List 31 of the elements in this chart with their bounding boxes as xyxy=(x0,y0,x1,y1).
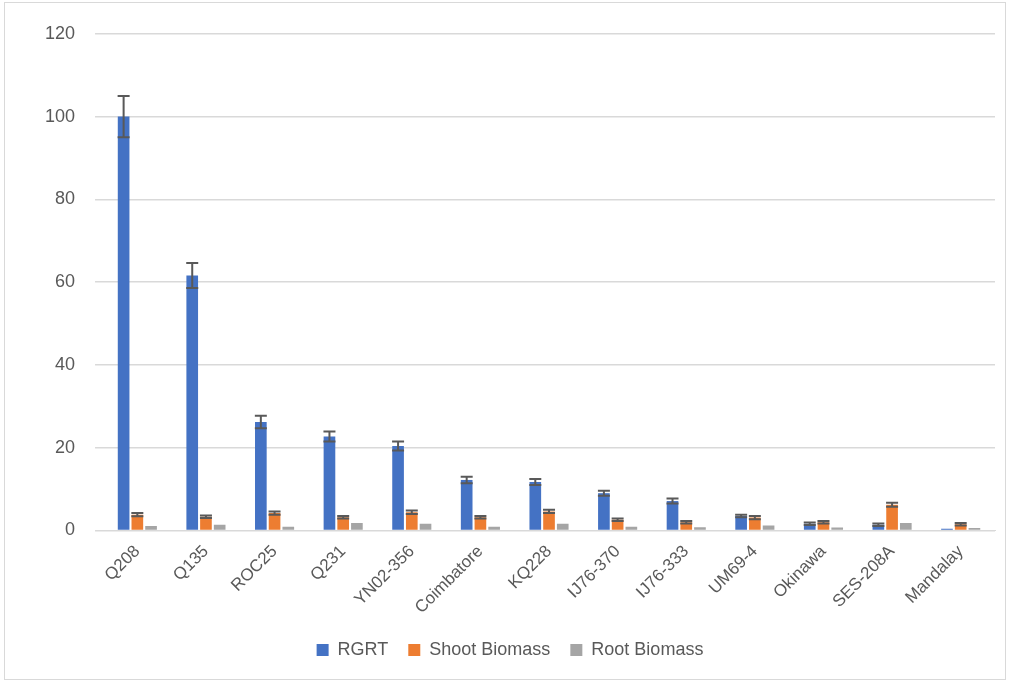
bar xyxy=(145,525,157,530)
bar xyxy=(625,526,638,530)
legend-label: Root Biomass xyxy=(591,638,704,659)
y-tick-label: 80 xyxy=(55,188,76,209)
bar xyxy=(460,479,473,530)
bar xyxy=(255,422,267,530)
bar xyxy=(762,525,775,530)
bar xyxy=(117,116,130,530)
bar xyxy=(213,524,226,530)
bar xyxy=(831,527,844,530)
bar xyxy=(323,436,336,530)
y-tick-label: 120 xyxy=(44,22,76,43)
y-tick-label: 40 xyxy=(55,353,76,374)
bar xyxy=(694,527,706,530)
legend-label: RGRT xyxy=(337,638,389,659)
bar xyxy=(351,522,363,530)
bar xyxy=(529,482,542,530)
y-tick-label: 100 xyxy=(44,105,76,126)
bar xyxy=(899,522,912,530)
bar xyxy=(598,493,610,530)
bar xyxy=(392,446,404,530)
legend-label: Shoot Biomass xyxy=(429,638,551,659)
bar xyxy=(419,523,432,530)
bar xyxy=(186,275,199,530)
y-tick-label: 20 xyxy=(55,436,76,457)
bar xyxy=(556,523,569,530)
y-tick-label: 0 xyxy=(65,519,76,540)
y-tick-label: 60 xyxy=(55,271,76,292)
bar xyxy=(886,504,898,530)
bar xyxy=(282,526,295,530)
bar xyxy=(488,526,500,530)
